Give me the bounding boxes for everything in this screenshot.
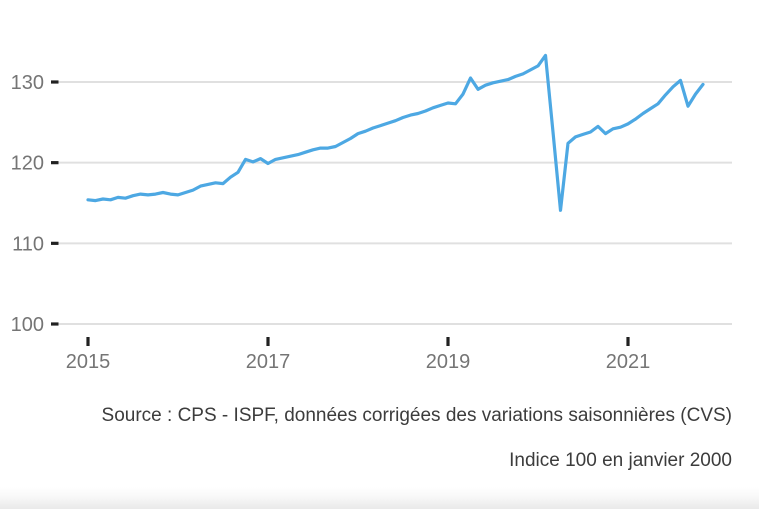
y-axis-tick-label: 100 (11, 314, 44, 336)
line-chart: 100 110 120 130 2015 2017 2019 2021 (11, 53, 732, 373)
y-axis-tick-label: 120 (11, 153, 44, 175)
source-caption: Source : CPS - ISPF, données corrigées d… (101, 405, 732, 426)
x-axis-tick-label: 2021 (606, 351, 651, 373)
index-base-caption: Indice 100 en janvier 2000 (509, 450, 732, 471)
x-axis-tick-label: 2015 (66, 351, 111, 373)
page-footer-strip (0, 487, 759, 509)
x-axis-tick-label: 2017 (246, 351, 291, 373)
y-axis-tick-label: 110 (12, 233, 44, 255)
y-axis-tick-label: 130 (11, 72, 44, 94)
series-line (86, 53, 705, 212)
x-axis-tick-label: 2019 (426, 351, 471, 373)
